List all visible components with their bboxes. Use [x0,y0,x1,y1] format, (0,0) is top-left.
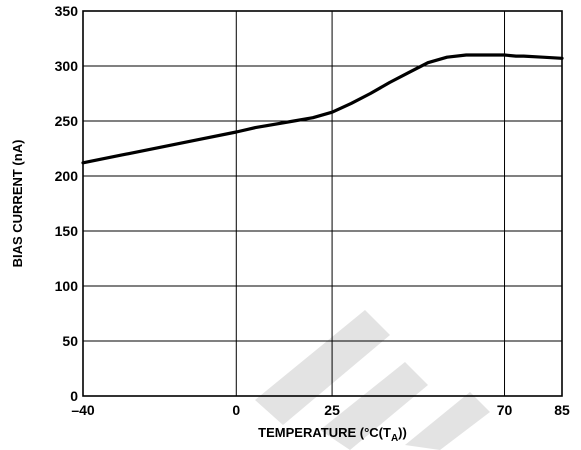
x-axis-tick-labels: –40 0 25 70 85 [71,402,570,418]
x-axis-title-suffix: )) [398,425,407,440]
y-tick-label: 100 [55,278,79,294]
x-tick-label: 85 [554,402,570,418]
y-axis-title: BIAS CURRENT (nA) [10,140,25,268]
y-tick-label: 0 [70,388,78,404]
y-tick-label: 350 [55,3,79,19]
x-axis-title-prefix: TEMPERATURE (°C(T [258,425,391,440]
x-axis-title-subscript: A [391,433,398,444]
grid-lines [82,10,563,397]
x-tick-label: 70 [497,402,513,418]
y-tick-label: 50 [62,333,78,349]
y-tick-label: 250 [55,113,79,129]
series-layer [81,53,564,165]
y-axis-tick-labels: 0 50 100 150 200 250 300 350 [55,3,79,404]
x-axis-title: TEMPERATURE (°C(TA)) [258,425,407,444]
x-tick-label: –40 [71,402,95,418]
y-tick-label: 300 [55,58,79,74]
watermark-stripe [405,392,490,450]
watermark-stripe [320,362,428,450]
x-tick-label: 25 [324,402,340,418]
y-tick-label: 150 [55,223,79,239]
x-tick-label: 0 [232,402,240,418]
y-tick-label: 200 [55,168,79,184]
bias-current-line [81,53,564,165]
plot-frame [82,10,563,397]
